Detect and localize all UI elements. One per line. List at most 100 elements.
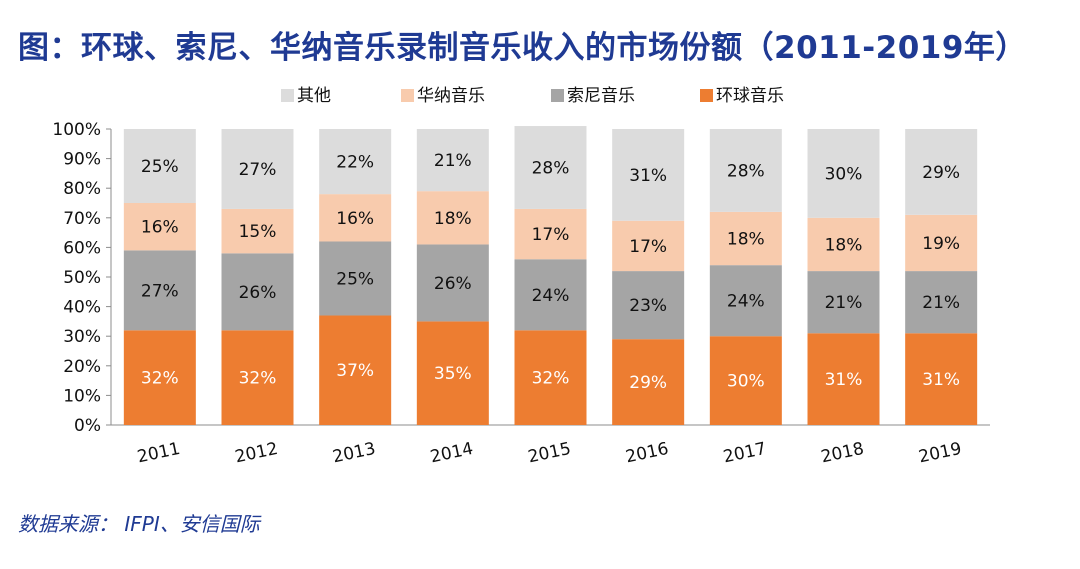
bar-segment	[807, 333, 880, 425]
bar-segment	[319, 194, 392, 242]
data-label: 31%	[922, 370, 960, 390]
data-label: 31%	[629, 166, 667, 186]
y-tick-label: 20%	[63, 357, 101, 377]
bar-segment	[221, 208, 294, 254]
bar-segment	[709, 129, 782, 212]
data-label: 29%	[629, 373, 667, 393]
legend-label: 其他	[297, 86, 331, 106]
data-label: 25%	[336, 269, 374, 289]
bar-segment	[709, 211, 782, 266]
bar-segment	[221, 253, 294, 331]
bar-segment	[319, 129, 392, 195]
chart-title: 图：环球、索尼、华纳音乐录制音乐收入的市场份额（2011-2019年）	[18, 30, 1027, 66]
data-label: 31%	[825, 370, 863, 390]
y-tick-label: 100%	[52, 120, 101, 140]
bar-segment	[123, 129, 196, 203]
bar-segment	[514, 126, 587, 209]
data-label: 21%	[434, 151, 472, 171]
bar-segment	[514, 259, 587, 331]
y-tick-label: 40%	[63, 298, 101, 318]
bar-segment	[905, 333, 978, 425]
bar-segment	[905, 271, 978, 334]
bar-segment	[709, 336, 782, 425]
data-label: 28%	[532, 158, 570, 178]
bar-segment	[416, 191, 489, 245]
y-tick-label: 30%	[63, 327, 101, 347]
x-tick-label: 2016	[624, 439, 670, 468]
bar-segment	[221, 129, 294, 209]
source-note: 数据来源： IFPI、安信国际	[18, 512, 260, 536]
bar-segment	[514, 330, 587, 425]
y-tick-label: 50%	[63, 268, 101, 288]
data-label: 22%	[336, 153, 374, 173]
bar-segment	[612, 339, 685, 425]
legend-label: 华纳音乐	[417, 86, 485, 106]
y-tick-label: 90%	[63, 150, 101, 170]
data-label: 32%	[239, 369, 277, 389]
data-label: 29%	[922, 163, 960, 183]
data-label: 17%	[532, 225, 570, 245]
data-label: 18%	[727, 230, 765, 250]
data-label: 27%	[239, 160, 277, 180]
bar-segment	[416, 129, 489, 192]
x-tick-label: 2015	[526, 439, 572, 468]
legend-swatch	[551, 89, 564, 102]
data-label: 21%	[922, 293, 960, 313]
legend-swatch	[401, 89, 414, 102]
data-label: 30%	[825, 164, 863, 184]
bar-segment	[709, 265, 782, 337]
data-label: 30%	[727, 372, 765, 392]
y-tick-label: 60%	[63, 238, 101, 258]
bar-segment	[905, 214, 978, 272]
bar-segment	[319, 241, 392, 316]
bar-segment	[123, 203, 196, 251]
legend-label: 索尼音乐	[567, 86, 635, 106]
bar-segment	[807, 217, 880, 272]
data-label: 18%	[434, 209, 472, 229]
legend-swatch	[700, 89, 713, 102]
data-label: 25%	[141, 157, 179, 177]
data-label: 32%	[141, 369, 179, 389]
data-label: 26%	[434, 274, 472, 294]
data-label: 15%	[239, 222, 277, 242]
y-tick-label: 70%	[63, 209, 101, 229]
x-tick-label: 2011	[136, 439, 182, 468]
data-label: 17%	[629, 237, 667, 257]
data-label: 18%	[825, 235, 863, 255]
data-label: 16%	[336, 209, 374, 229]
x-tick-label: 2012	[233, 439, 279, 468]
bar-segment	[416, 244, 489, 322]
x-tick-label: 2018	[819, 439, 865, 468]
legend-swatch	[281, 89, 294, 102]
data-label: 26%	[239, 283, 277, 303]
bars: 32% 27% 16% 25% 2011 32% 26% 15% 27% 2012 37% 25% 16…	[123, 126, 978, 468]
data-label: 23%	[629, 296, 667, 316]
data-label: 35%	[434, 364, 472, 384]
bar-segment	[416, 321, 489, 425]
bar-segment	[612, 129, 685, 221]
y-tick-label: 10%	[63, 386, 101, 406]
x-tick-label: 2019	[917, 439, 963, 468]
legend-label: 环球音乐	[716, 86, 784, 106]
data-label: 28%	[727, 161, 765, 181]
data-label: 24%	[727, 292, 765, 312]
x-tick-label: 2014	[429, 439, 475, 468]
bar-segment	[612, 220, 685, 272]
data-label: 21%	[825, 293, 863, 313]
bar-segment	[514, 208, 587, 260]
x-tick-label: 2017	[722, 439, 768, 468]
data-label: 32%	[532, 369, 570, 389]
bar-segment	[123, 330, 196, 425]
bar-segment	[123, 250, 196, 331]
data-label: 27%	[141, 281, 179, 301]
data-label: 16%	[141, 218, 179, 238]
bar-segment	[221, 330, 294, 425]
bar-segment	[319, 315, 392, 425]
data-label: 19%	[922, 234, 960, 254]
stacked-bar-chart: 其他 华纳音乐 索尼音乐 环球音乐 0% 10% 20% 30% 40% 50% 60% 70% 80…	[52, 86, 990, 468]
y-tick-label: 80%	[63, 179, 101, 199]
y-tick-label: 0%	[74, 416, 101, 436]
legend: 其他 华纳音乐 索尼音乐 环球音乐	[281, 86, 784, 106]
bar-segment	[905, 129, 978, 215]
data-label: 37%	[336, 361, 374, 381]
